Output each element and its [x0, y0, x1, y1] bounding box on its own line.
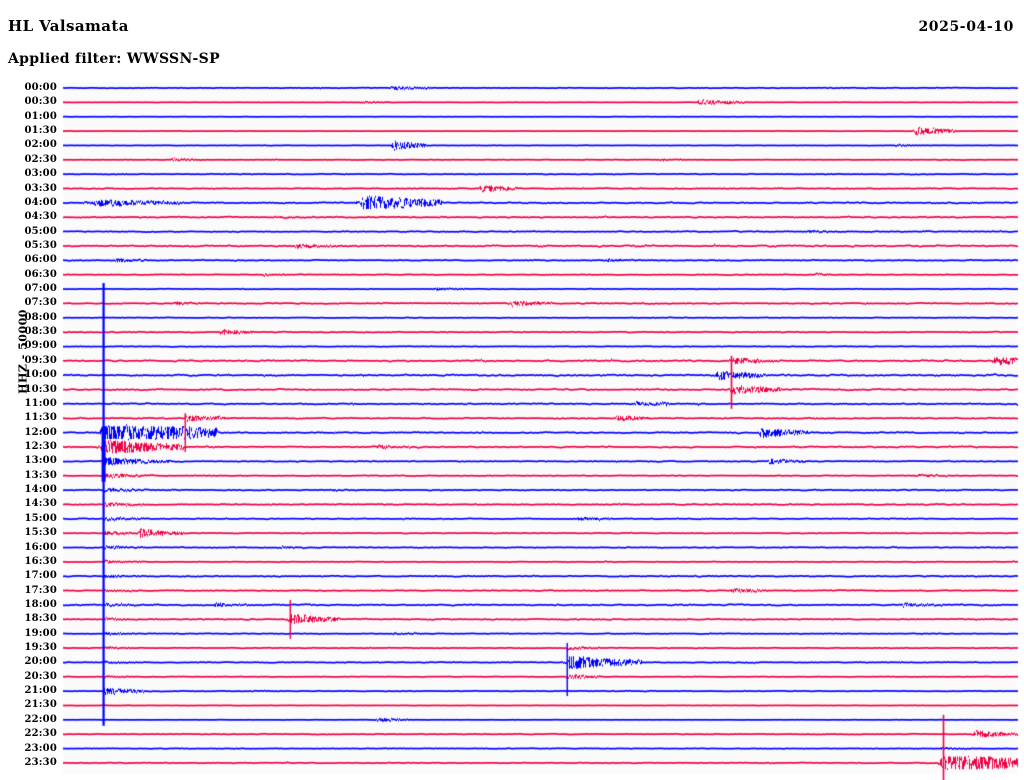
seismogram-canvas	[0, 80, 1024, 780]
record-date: 2025-04-10	[918, 19, 1014, 35]
page-title: HL Valsamata	[8, 17, 129, 35]
helicorder-plot: 00:0000:3001:0001:3002:0002:3003:0003:30…	[0, 80, 1024, 780]
trace-container	[0, 80, 1024, 780]
applied-filter-label: Applied filter: WWSSN-SP	[8, 51, 220, 67]
